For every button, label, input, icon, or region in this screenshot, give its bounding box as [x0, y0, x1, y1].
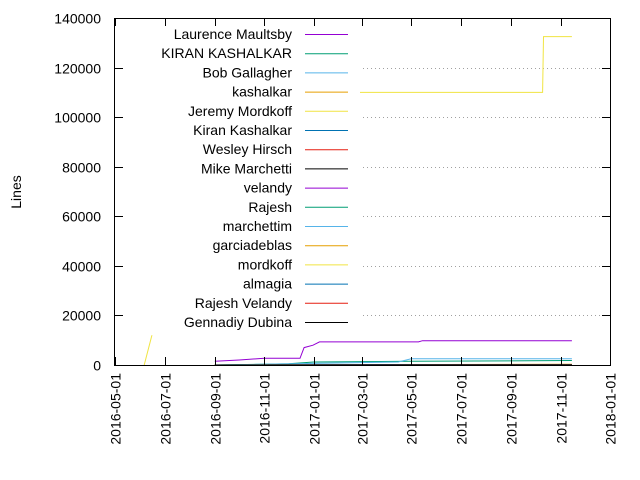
- legend-label: Rajesh Velandy: [195, 295, 292, 311]
- y-tick-label: 100000: [54, 110, 101, 126]
- y-tick-label: 40000: [62, 259, 101, 275]
- y-axis-ticks: 0 20000 40000 60000 80000 100000 120000 140000: [54, 11, 610, 374]
- legend-label: kashalkar: [232, 84, 292, 100]
- legend-label: garciadeblas: [213, 237, 292, 253]
- legend: Laurence Maultsby KIRAN KASHALKAR Bob Gall…: [120, 20, 360, 336]
- legend-label: marchettim: [223, 218, 292, 234]
- x-tick-label: 2017-01-01: [307, 373, 323, 445]
- x-tick-label: 2017-09-01: [504, 373, 520, 445]
- legend-label: velandy: [244, 180, 292, 196]
- legend-label: Jeremy Mordkoff: [188, 103, 292, 119]
- legend-label: Kiran Kashalkar: [193, 122, 292, 138]
- legend-label: almagia: [243, 276, 292, 292]
- x-tick-label: 2017-11-01: [554, 373, 570, 444]
- x-tick-label: 2016-05-01: [108, 373, 124, 445]
- x-tick-label: 2016-07-01: [158, 373, 174, 445]
- x-tick-label: 2016-09-01: [208, 373, 224, 445]
- legend-label: mordkoff: [238, 256, 292, 272]
- x-tick-label: 2018-01-01: [603, 373, 619, 445]
- x-tick-label: 2017-07-01: [454, 373, 470, 445]
- y-tick-label: 120000: [54, 61, 101, 77]
- grid-lines: [115, 68, 610, 316]
- legend-label: Gennadiy Dubina: [184, 314, 292, 330]
- legend-label: Bob Gallagher: [202, 64, 292, 80]
- y-tick-label: 80000: [62, 160, 101, 176]
- y-tick-label: 140000: [54, 11, 101, 27]
- x-tick-label: 2017-03-01: [355, 373, 371, 445]
- series-line: [214, 340, 572, 362]
- legend-label: Wesley Hirsch: [203, 141, 292, 157]
- y-tick-label: 0: [93, 358, 101, 374]
- y-axis-label: Lines: [8, 175, 24, 208]
- legend-label: Mike Marchetti: [201, 160, 292, 176]
- y-tick-label: 20000: [62, 308, 101, 324]
- legend-label: KIRAN KASHALKAR: [161, 45, 292, 61]
- y-tick-label: 60000: [62, 209, 101, 225]
- legend-label: Laurence Maultsby: [174, 26, 292, 42]
- x-tick-label: 2017-05-01: [404, 373, 420, 445]
- series-lines: [143, 36, 572, 366]
- x-axis-ticks: 2016-05-01 2016-07-01 2016-09-01 2016-11-01…: [108, 18, 619, 445]
- x-tick-label: 2016-11-01: [257, 373, 273, 444]
- series-line: [214, 358, 572, 366]
- legend-label: Rajesh: [248, 199, 292, 215]
